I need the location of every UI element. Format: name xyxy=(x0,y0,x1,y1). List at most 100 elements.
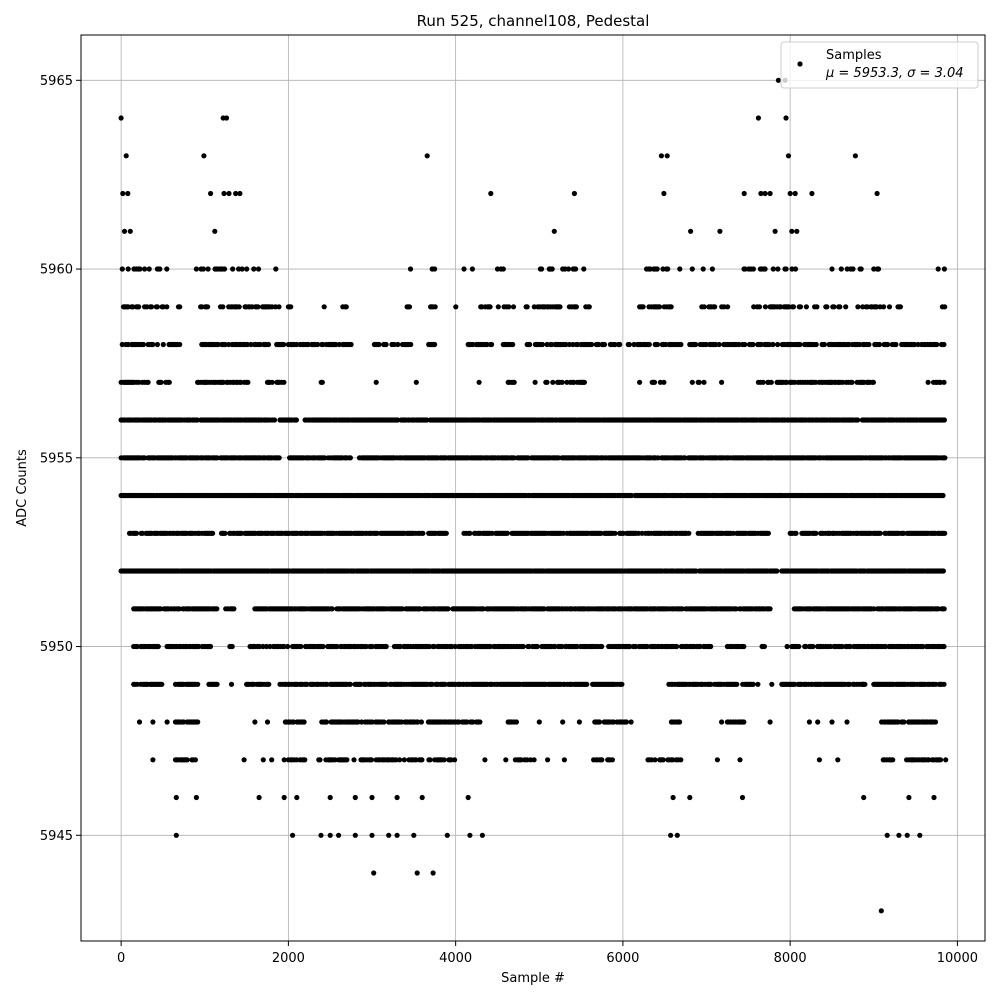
data-point xyxy=(137,266,143,272)
data-point xyxy=(850,266,856,272)
data-point xyxy=(756,304,763,310)
data-point xyxy=(487,304,493,310)
data-point xyxy=(222,530,228,536)
data-point xyxy=(774,568,780,574)
data-point xyxy=(251,266,257,272)
data-point xyxy=(164,304,170,310)
data-point xyxy=(406,304,413,310)
data-point xyxy=(760,379,766,385)
data-point xyxy=(221,266,228,272)
data-point xyxy=(230,266,236,272)
data-point xyxy=(125,266,131,272)
data-point xyxy=(716,341,722,348)
data-point xyxy=(596,341,602,348)
data-point xyxy=(838,266,844,272)
data-point xyxy=(651,379,658,385)
data-point xyxy=(130,304,136,310)
data-point xyxy=(586,304,592,310)
data-point xyxy=(601,341,608,348)
data-point xyxy=(231,606,237,612)
data-point xyxy=(539,266,545,272)
data-point xyxy=(885,341,891,348)
data-point xyxy=(281,341,287,348)
data-point xyxy=(775,266,781,272)
data-point xyxy=(767,606,773,612)
data-point xyxy=(376,341,382,348)
data-point xyxy=(573,266,579,272)
data-point xyxy=(701,304,707,310)
data-point xyxy=(495,304,501,310)
data-point xyxy=(573,304,580,310)
data-point xyxy=(281,379,287,385)
data-point xyxy=(276,455,282,461)
data-point xyxy=(539,341,546,348)
data-point xyxy=(504,530,510,536)
data-point xyxy=(674,643,680,650)
data-point xyxy=(432,266,438,272)
data-point xyxy=(813,341,819,348)
data-point xyxy=(343,304,349,310)
data-point xyxy=(701,379,707,385)
data-point xyxy=(686,530,692,536)
data-point xyxy=(524,304,530,310)
data-point xyxy=(432,304,438,310)
data-point xyxy=(750,341,756,348)
data-point xyxy=(150,341,156,348)
data-point xyxy=(133,530,140,536)
data-point xyxy=(544,379,550,385)
data-point xyxy=(557,304,563,310)
data-point xyxy=(678,341,684,348)
data-point xyxy=(177,341,183,348)
data-point xyxy=(762,304,769,310)
data-point xyxy=(315,341,321,348)
data-point xyxy=(142,266,148,272)
data-point xyxy=(640,304,646,310)
data-point xyxy=(193,266,199,272)
data-point xyxy=(783,266,789,272)
data-point xyxy=(725,304,731,310)
data-point xyxy=(559,379,565,385)
data-point xyxy=(276,304,282,310)
data-point xyxy=(510,341,516,348)
data-point xyxy=(792,266,799,272)
data-point xyxy=(660,266,666,272)
data-point xyxy=(646,341,652,348)
data-point xyxy=(813,530,819,536)
data-point xyxy=(205,266,211,272)
data-point xyxy=(329,606,335,612)
data-point xyxy=(207,643,214,650)
data-point xyxy=(934,341,940,348)
data-point xyxy=(149,304,155,310)
data-point xyxy=(599,643,605,650)
data-point xyxy=(742,341,748,348)
data-point xyxy=(383,341,389,348)
data-point xyxy=(244,266,250,272)
data-point xyxy=(229,643,235,650)
data-point xyxy=(855,304,861,310)
data-point xyxy=(298,643,304,650)
data-point xyxy=(581,266,587,272)
data-point xyxy=(866,341,872,348)
data-point xyxy=(693,341,699,348)
data-point xyxy=(145,379,151,385)
data-point xyxy=(166,379,172,385)
data-point xyxy=(194,417,200,423)
data-point xyxy=(214,455,220,461)
data-point xyxy=(288,304,294,310)
data-point xyxy=(205,304,211,310)
data-point xyxy=(319,379,325,385)
data-point xyxy=(245,379,251,385)
data-point xyxy=(239,266,245,272)
data-point xyxy=(941,417,948,423)
data-point xyxy=(775,341,781,348)
data-point xyxy=(784,643,790,650)
data-point xyxy=(510,304,517,310)
data-point xyxy=(214,606,220,612)
data-point xyxy=(159,681,165,687)
data-point xyxy=(750,266,757,272)
data-point xyxy=(829,266,835,272)
data-point xyxy=(550,379,556,385)
data-point xyxy=(941,341,947,348)
data-point xyxy=(654,266,660,272)
